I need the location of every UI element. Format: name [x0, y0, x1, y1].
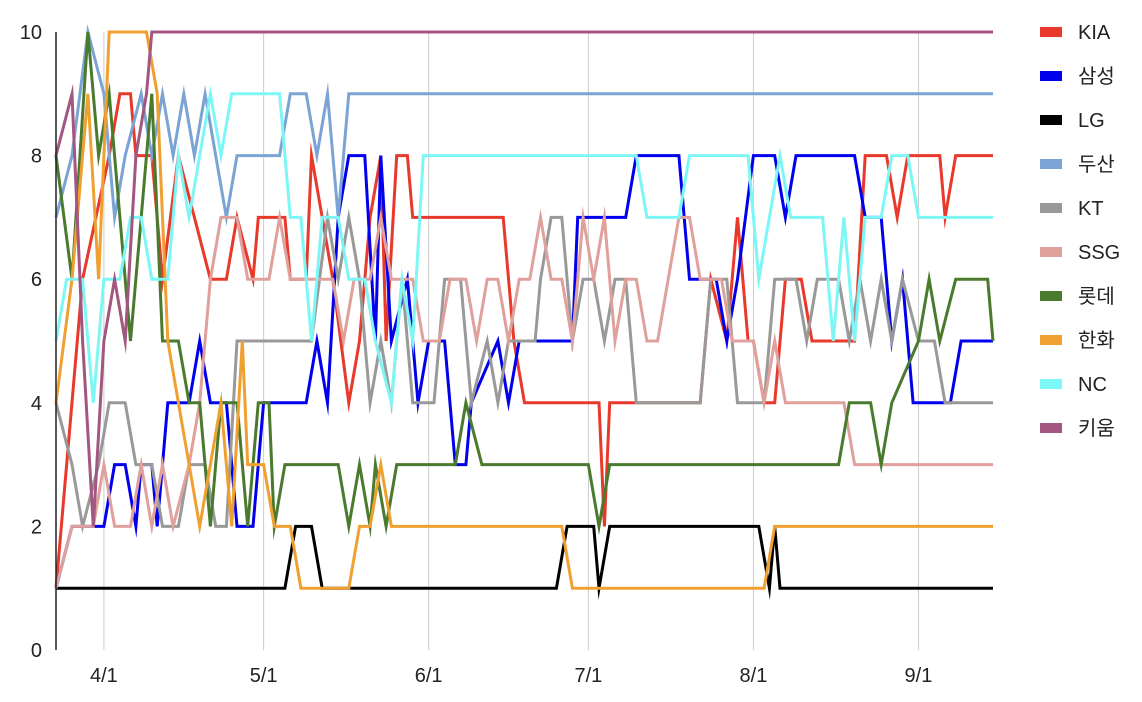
legend-item[interactable]: SSG	[1040, 242, 1120, 264]
legend-label: LG	[1078, 110, 1105, 132]
x-tick-label: 5/1	[250, 665, 278, 687]
x-tick-label: 7/1	[574, 665, 602, 687]
x-tick-labels: 4/1 5/1 6/1 7/1 8/1 9/1	[90, 665, 932, 687]
series-line-3	[54, 24, 993, 230]
legend-swatch	[1040, 423, 1062, 433]
legend-label: 한화	[1078, 329, 1115, 352]
legend-label: KT	[1078, 198, 1104, 220]
series-line-8	[54, 84, 993, 412]
legend-swatch	[1040, 203, 1062, 213]
legend-item[interactable]: LG	[1040, 110, 1105, 132]
legend-label: KIA	[1078, 22, 1111, 44]
legend-item[interactable]: 롯데	[1040, 285, 1115, 308]
legend-swatch	[1040, 115, 1062, 125]
series-lines	[54, 24, 995, 600]
legend-item[interactable]: KT	[1040, 198, 1104, 220]
series-line-2	[56, 524, 993, 600]
y-tick-label: 2	[31, 516, 42, 538]
x-tick-label: 4/1	[90, 665, 118, 687]
legend-item[interactable]: 삼성	[1040, 65, 1115, 88]
legend-label: SSG	[1078, 242, 1120, 264]
x-tick-label: 9/1	[905, 665, 933, 687]
series-line-0	[54, 92, 993, 589]
legend-item[interactable]: NC	[1040, 374, 1107, 396]
legend-swatch	[1040, 159, 1062, 169]
y-tick-label: 0	[31, 640, 42, 662]
legend-item[interactable]: 키움	[1040, 417, 1115, 440]
legend-label: 롯데	[1078, 285, 1115, 308]
series-line-6	[54, 31, 995, 541]
legend-label: 키움	[1078, 417, 1115, 440]
legend-label: 두산	[1078, 153, 1115, 176]
legend-swatch	[1040, 379, 1062, 389]
x-tick-label: 6/1	[415, 665, 443, 687]
y-tick-labels: 0 2 4 6 8 10	[20, 22, 42, 662]
legend-label: NC	[1078, 374, 1107, 396]
legend-swatch	[1040, 27, 1062, 37]
legend-item[interactable]: 두산	[1040, 153, 1115, 176]
y-tick-label: 4	[31, 393, 42, 415]
series-line-9	[54, 30, 993, 527]
legend-swatch	[1040, 291, 1062, 301]
series-line-7	[54, 30, 993, 590]
legend-item[interactable]: 한화	[1040, 329, 1115, 352]
legend-swatch	[1040, 335, 1062, 345]
y-tick-label: 6	[31, 269, 42, 291]
series-line-4	[54, 207, 993, 534]
legend-swatch	[1040, 71, 1062, 81]
y-tick-label: 8	[31, 146, 42, 168]
y-tick-label: 10	[20, 22, 42, 44]
x-tick-label: 8/1	[740, 665, 768, 687]
legend-swatch	[1040, 247, 1062, 257]
legend-label: 삼성	[1078, 65, 1115, 88]
legend-item[interactable]: KIA	[1040, 22, 1111, 44]
